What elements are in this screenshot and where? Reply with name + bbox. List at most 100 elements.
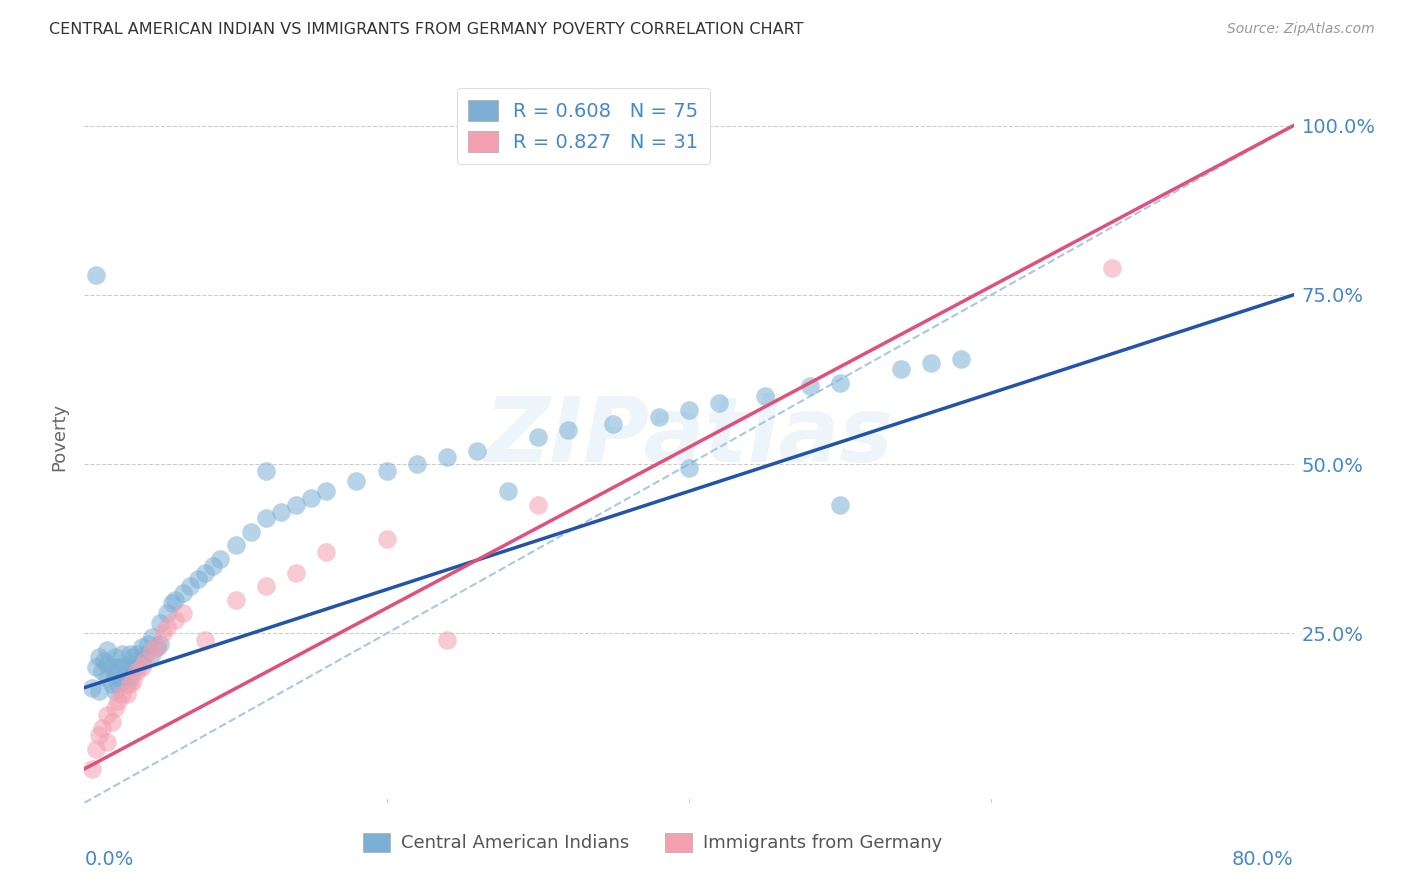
Point	[111, 673, 134, 688]
Point	[648, 409, 671, 424]
Point	[201, 558, 224, 573]
Point	[118, 647, 141, 661]
Point	[118, 657, 141, 671]
Point	[127, 660, 149, 674]
Point	[172, 586, 194, 600]
Point	[194, 566, 217, 580]
Point	[107, 660, 129, 674]
Point	[1101, 260, 1123, 275]
Point	[104, 667, 127, 681]
Point	[134, 647, 156, 661]
Text: Source: ZipAtlas.com: Source: ZipAtlas.com	[1227, 22, 1375, 37]
Point	[100, 714, 122, 729]
Point	[118, 677, 141, 691]
Point	[107, 694, 129, 708]
Point	[89, 728, 111, 742]
Point	[80, 762, 103, 776]
Point	[602, 417, 624, 431]
Point	[254, 464, 277, 478]
Point	[160, 596, 183, 610]
Point	[254, 579, 277, 593]
Point	[156, 620, 179, 634]
Point	[100, 677, 122, 691]
Point	[527, 498, 550, 512]
Point	[165, 613, 187, 627]
Point	[270, 505, 292, 519]
Point	[104, 701, 127, 715]
Point	[557, 423, 579, 437]
Point	[890, 362, 912, 376]
Point	[96, 735, 118, 749]
Point	[527, 430, 550, 444]
Point	[80, 681, 103, 695]
Point	[115, 664, 138, 678]
Point	[86, 268, 108, 282]
Point	[165, 592, 187, 607]
Point	[141, 643, 163, 657]
Point	[285, 566, 308, 580]
Point	[111, 688, 134, 702]
Point	[678, 403, 700, 417]
Point	[375, 532, 398, 546]
Point	[115, 677, 138, 691]
Point	[89, 650, 111, 665]
Point	[89, 684, 111, 698]
Point	[285, 498, 308, 512]
Point	[950, 352, 973, 367]
Point	[121, 660, 143, 674]
Point	[754, 389, 776, 403]
Point	[96, 707, 118, 722]
Point	[830, 376, 852, 390]
Legend: Central American Indians, Immigrants from Germany: Central American Indians, Immigrants fro…	[356, 826, 949, 860]
Point	[146, 640, 169, 654]
Point	[346, 474, 368, 488]
Point	[96, 657, 118, 671]
Point	[467, 443, 489, 458]
Point	[830, 498, 852, 512]
Point	[239, 524, 262, 539]
Point	[115, 688, 138, 702]
Point	[179, 579, 201, 593]
Point	[146, 640, 169, 654]
Point	[172, 606, 194, 620]
Point	[91, 721, 114, 735]
Y-axis label: Poverty: Poverty	[51, 403, 69, 471]
Point	[104, 684, 127, 698]
Point	[299, 491, 322, 505]
Point	[406, 457, 429, 471]
Point	[121, 650, 143, 665]
Point	[194, 633, 217, 648]
Point	[121, 673, 143, 688]
Point	[799, 379, 821, 393]
Point	[86, 660, 108, 674]
Point	[100, 660, 122, 674]
Text: 0.0%: 0.0%	[84, 850, 134, 870]
Point	[436, 633, 458, 648]
Point	[149, 637, 172, 651]
Point	[91, 664, 114, 678]
Point	[127, 664, 149, 678]
Point	[131, 654, 153, 668]
Text: CENTRAL AMERICAN INDIAN VS IMMIGRANTS FROM GERMANY POVERTY CORRELATION CHART: CENTRAL AMERICAN INDIAN VS IMMIGRANTS FR…	[49, 22, 804, 37]
Point	[156, 606, 179, 620]
Text: 80.0%: 80.0%	[1232, 850, 1294, 870]
Point	[131, 660, 153, 674]
Point	[96, 671, 118, 685]
Point	[149, 616, 172, 631]
Point	[141, 630, 163, 644]
Point	[111, 660, 134, 674]
Point	[96, 643, 118, 657]
Point	[134, 654, 156, 668]
Point	[131, 640, 153, 654]
Point	[107, 677, 129, 691]
Point	[136, 637, 159, 651]
Point	[93, 654, 115, 668]
Point	[225, 538, 247, 552]
Point	[141, 647, 163, 661]
Point	[375, 464, 398, 478]
Point	[315, 484, 337, 499]
Point	[920, 355, 942, 369]
Point	[152, 626, 174, 640]
Point	[678, 460, 700, 475]
Text: ZIPatlas: ZIPatlas	[485, 393, 893, 481]
